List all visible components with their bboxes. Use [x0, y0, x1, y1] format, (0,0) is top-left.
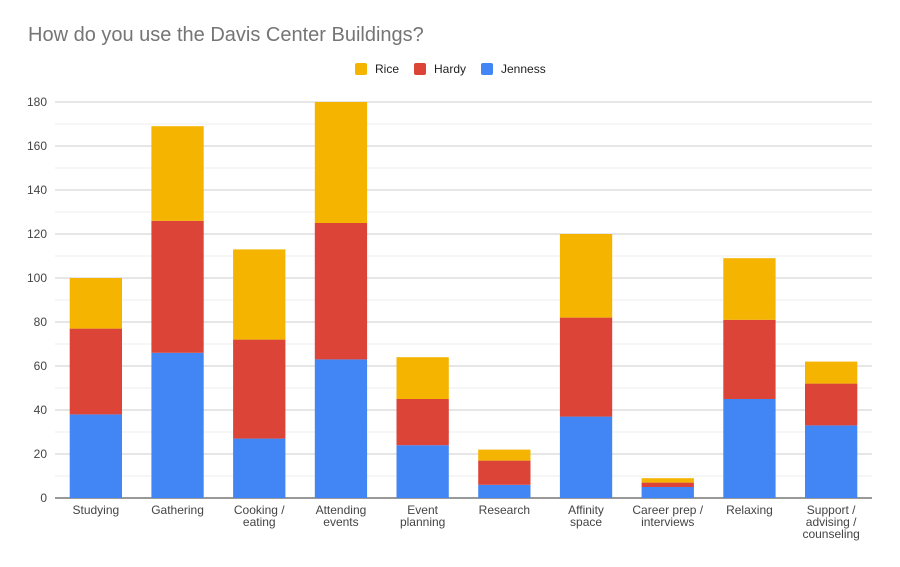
x-tick-label: Studying	[72, 503, 119, 517]
bar-segment-jenness	[233, 438, 286, 498]
bar-segment-hardy	[314, 223, 368, 360]
y-tick-label: 80	[34, 315, 48, 329]
bar-segment-rice	[805, 361, 858, 384]
bar-segment-jenness	[559, 416, 613, 498]
chart-title: How do you use the Davis Center Building…	[28, 24, 424, 46]
legend-item-rice[interactable]: Rice	[355, 62, 399, 76]
x-tick-label: Career prep / interviews	[632, 503, 703, 529]
bar-segment-jenness	[723, 399, 776, 498]
bar-segment-jenness	[478, 484, 531, 498]
bar-segment-jenness	[396, 445, 449, 498]
x-tick-label: Gathering	[151, 503, 204, 517]
bar-segment-hardy	[641, 482, 694, 487]
bar-segment-hardy	[151, 220, 204, 353]
y-tick-label: 180	[27, 95, 47, 109]
bar-segment-rice	[69, 278, 122, 329]
legend: Rice Hardy Jenness	[0, 62, 900, 82]
bar-segment-jenness	[314, 359, 368, 498]
legend-item-jenness[interactable]: Jenness	[481, 62, 546, 76]
bar-segment-rice	[723, 258, 776, 320]
y-tick-label: 20	[34, 447, 48, 461]
y-tick-label: 120	[27, 227, 47, 241]
y-tick-label: 160	[27, 139, 47, 153]
bar-segment-rice	[233, 249, 286, 340]
bar-segment-rice	[478, 449, 531, 461]
bar-segment-jenness	[641, 487, 694, 498]
y-tick-label: 40	[34, 403, 48, 417]
x-tick-label: Support / advising / counseling	[802, 503, 859, 541]
legend-swatch-hardy	[414, 63, 426, 75]
bar-segment-rice	[396, 357, 449, 399]
legend-label-jenness: Jenness	[501, 62, 546, 76]
y-tick-label: 100	[27, 271, 47, 285]
legend-item-hardy[interactable]: Hardy	[414, 62, 466, 76]
legend-swatch-rice	[355, 63, 367, 75]
x-tick-label: Research	[479, 503, 530, 517]
bar-segment-hardy	[478, 460, 531, 485]
bar-segment-hardy	[559, 317, 613, 417]
legend-label-hardy: Hardy	[434, 62, 467, 76]
bar-segment-rice	[641, 478, 694, 483]
bar-segment-hardy	[723, 319, 776, 399]
bar-segment-jenness	[69, 414, 122, 498]
bar-segment-jenness	[151, 352, 204, 498]
x-tick-label: Event planning	[400, 503, 445, 529]
x-tick-label: Attending events	[316, 503, 367, 529]
bar-segment-rice	[151, 126, 204, 221]
bar-segment-jenness	[805, 425, 858, 498]
bar-segment-rice	[314, 102, 368, 223]
y-tick-label: 60	[34, 359, 48, 373]
legend-label-rice: Rice	[375, 62, 400, 76]
legend-swatch-jenness	[481, 63, 493, 75]
bar-segment-hardy	[396, 399, 449, 446]
x-tick-label: Cooking / eating	[234, 503, 285, 529]
bar-segment-hardy	[233, 339, 286, 439]
bar-segment-hardy	[805, 383, 858, 426]
x-tick-label: Affinity space	[568, 503, 604, 529]
bar-segment-rice	[559, 234, 613, 318]
x-tick-label: Relaxing	[726, 503, 773, 517]
y-tick-label: 0	[40, 491, 47, 505]
bar-segment-hardy	[69, 328, 122, 415]
y-tick-label: 140	[27, 183, 47, 197]
